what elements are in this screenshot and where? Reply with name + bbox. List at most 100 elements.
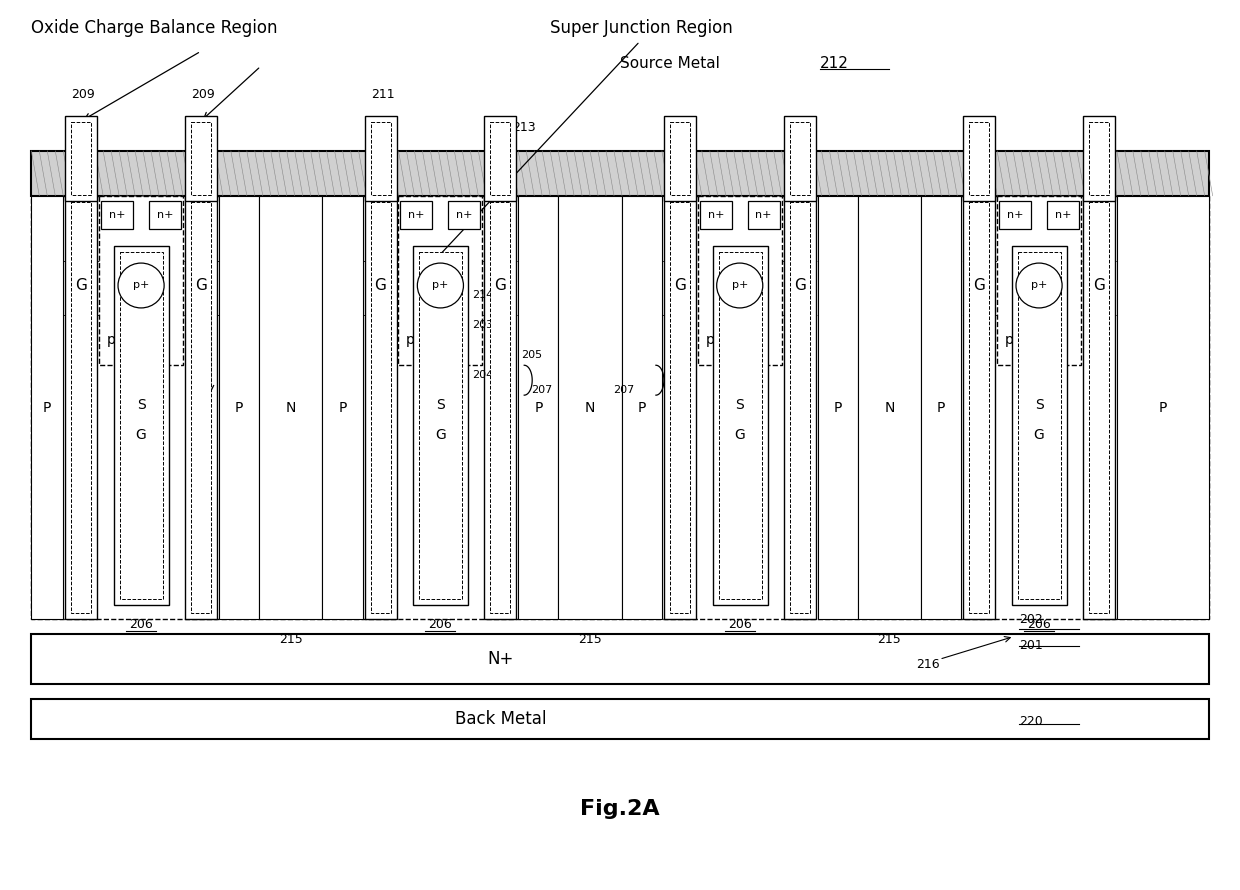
Bar bbox=[518, 196, 558, 619]
Bar bbox=[185, 196, 217, 619]
Bar bbox=[371, 202, 391, 613]
Text: G: G bbox=[495, 278, 506, 293]
Text: S: S bbox=[136, 398, 145, 412]
Text: 214: 214 bbox=[472, 290, 494, 301]
Bar bbox=[1018, 252, 1061, 598]
Bar bbox=[120, 252, 162, 598]
Ellipse shape bbox=[717, 263, 763, 308]
Text: p+: p+ bbox=[133, 280, 149, 290]
Bar bbox=[699, 201, 732, 229]
Text: P: P bbox=[637, 400, 646, 415]
Bar bbox=[371, 122, 391, 195]
Text: G: G bbox=[135, 428, 146, 442]
Text: 206: 206 bbox=[1027, 618, 1052, 631]
Text: G: G bbox=[973, 278, 985, 293]
Bar bbox=[191, 122, 211, 195]
Text: G: G bbox=[435, 428, 445, 442]
Text: P: P bbox=[43, 400, 52, 415]
Text: 202: 202 bbox=[1019, 613, 1043, 627]
Bar bbox=[670, 202, 689, 613]
Bar bbox=[784, 116, 816, 201]
Text: 206: 206 bbox=[129, 618, 153, 631]
Bar bbox=[31, 151, 1209, 196]
Text: 206: 206 bbox=[429, 618, 453, 631]
Text: P: P bbox=[234, 400, 243, 415]
Text: n+: n+ bbox=[755, 210, 773, 220]
Text: N+: N+ bbox=[487, 651, 513, 668]
Bar bbox=[558, 196, 621, 619]
Text: G: G bbox=[794, 278, 806, 293]
Text: p: p bbox=[1004, 334, 1013, 347]
Bar bbox=[970, 202, 990, 613]
Bar bbox=[485, 116, 516, 201]
Text: Fig.2A: Fig.2A bbox=[580, 799, 660, 819]
Text: n+: n+ bbox=[109, 210, 125, 220]
Bar bbox=[1083, 196, 1115, 619]
Text: G: G bbox=[195, 278, 207, 293]
Bar bbox=[31, 635, 1209, 684]
Bar bbox=[71, 122, 92, 195]
Text: N: N bbox=[585, 400, 595, 415]
Text: n+: n+ bbox=[156, 210, 174, 220]
Text: G: G bbox=[374, 278, 387, 293]
Text: S: S bbox=[1034, 398, 1043, 412]
Bar bbox=[784, 196, 816, 619]
Text: 215: 215 bbox=[578, 633, 601, 646]
Bar bbox=[398, 196, 482, 365]
Bar bbox=[219, 196, 259, 619]
Text: Back Metal: Back Metal bbox=[455, 710, 546, 728]
Text: N: N bbox=[285, 400, 296, 415]
Bar bbox=[31, 196, 63, 619]
Bar bbox=[663, 196, 696, 619]
Text: n+: n+ bbox=[456, 210, 472, 220]
Bar bbox=[66, 116, 97, 201]
Text: n+: n+ bbox=[1007, 210, 1023, 220]
Text: p: p bbox=[706, 334, 714, 347]
Text: P: P bbox=[1158, 400, 1167, 415]
Bar bbox=[322, 196, 362, 619]
Bar bbox=[259, 196, 322, 619]
Text: Super Junction Region: Super Junction Region bbox=[551, 20, 733, 37]
Bar bbox=[31, 196, 1209, 619]
Bar bbox=[963, 196, 996, 619]
Bar bbox=[790, 122, 810, 195]
Bar bbox=[401, 201, 433, 229]
Text: 205: 205 bbox=[521, 351, 542, 360]
Text: P: P bbox=[833, 400, 842, 415]
Text: n+: n+ bbox=[1055, 210, 1071, 220]
Ellipse shape bbox=[1016, 263, 1063, 308]
Bar bbox=[698, 196, 781, 365]
Bar bbox=[66, 196, 97, 619]
Bar bbox=[858, 196, 921, 619]
Text: Source Metal: Source Metal bbox=[620, 56, 720, 70]
Text: 215: 215 bbox=[279, 633, 303, 646]
Text: 216: 216 bbox=[915, 658, 939, 671]
Bar bbox=[999, 201, 1032, 229]
Text: P: P bbox=[937, 400, 945, 415]
Bar bbox=[185, 116, 217, 201]
Text: 210: 210 bbox=[439, 289, 463, 302]
Bar bbox=[449, 201, 480, 229]
Text: p: p bbox=[107, 334, 115, 347]
Text: 207: 207 bbox=[613, 385, 634, 395]
Text: P: P bbox=[534, 400, 543, 415]
Text: 220: 220 bbox=[1019, 715, 1043, 728]
Bar bbox=[99, 196, 184, 365]
Bar bbox=[1117, 196, 1209, 619]
Bar bbox=[621, 196, 662, 619]
Bar bbox=[1089, 122, 1109, 195]
Text: G: G bbox=[1092, 278, 1105, 293]
Bar bbox=[71, 202, 92, 613]
Text: n+: n+ bbox=[408, 210, 425, 220]
Text: p+: p+ bbox=[1030, 280, 1048, 290]
Text: G: G bbox=[673, 278, 686, 293]
Bar bbox=[419, 252, 463, 598]
Text: N: N bbox=[884, 400, 894, 415]
Bar bbox=[365, 196, 397, 619]
Text: 204: 204 bbox=[472, 370, 494, 380]
Text: S: S bbox=[436, 398, 445, 412]
Text: p: p bbox=[405, 334, 415, 347]
Text: G: G bbox=[76, 278, 87, 293]
Bar bbox=[921, 196, 961, 619]
Ellipse shape bbox=[418, 263, 464, 308]
